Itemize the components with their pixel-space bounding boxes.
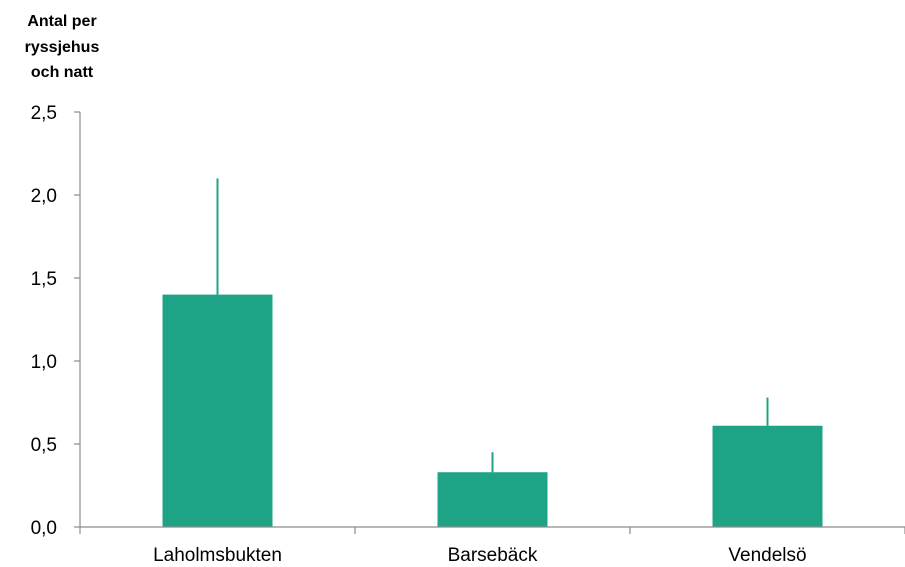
y-tick-label: 1,0: [31, 352, 57, 373]
bar-vendelsö: [712, 425, 823, 527]
bars: [162, 294, 823, 527]
bar-barsebäck: [437, 472, 548, 527]
y-axis-title: Antal per ryssjehus och natt: [25, 13, 100, 81]
y-tick-label: 0,0: [31, 518, 57, 539]
x-category-label: Vendelsö: [728, 545, 806, 566]
x-axis-category-labels: Laholmsbukten Barsebäck Vendelsö: [153, 545, 807, 566]
y-tick-label: 2,5: [31, 103, 57, 124]
y-axis-title-line-2: ryssjehus: [25, 39, 100, 56]
y-axis-title-line-1: Antal per: [27, 13, 96, 30]
x-axis-ticks: [79, 527, 905, 534]
y-tick-label: 2,0: [31, 186, 57, 207]
x-category-label: Barsebäck: [448, 545, 538, 566]
x-category-label: Laholmsbukten: [153, 545, 282, 566]
bar-laholmsbukten: [162, 294, 273, 527]
y-axis-ticks: 0,0 0,5 1,0 1,5 2,0 2,5: [31, 103, 80, 539]
error-bars: [216, 178, 769, 473]
y-axis-title-line-3: och natt: [31, 64, 94, 81]
y-tick-label: 1,5: [31, 269, 57, 290]
y-tick-label: 0,5: [31, 435, 57, 456]
